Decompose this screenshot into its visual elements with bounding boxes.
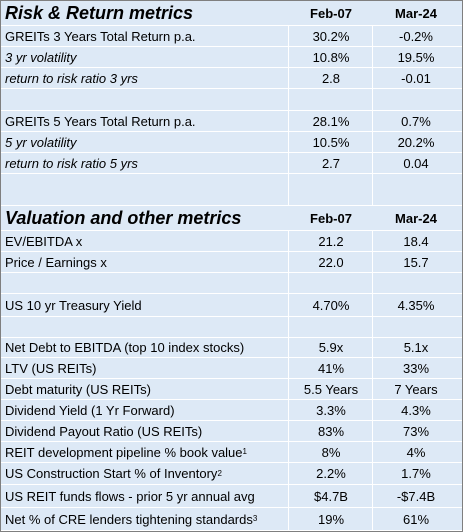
table-row: REIT development pipeline % book value 1 … bbox=[1, 442, 462, 463]
row-value-feb: 8% bbox=[321, 444, 341, 460]
table-row: Dividend Payout Ratio (US REITs) 83% 73% bbox=[1, 421, 462, 442]
row-value-feb: 28.1% bbox=[312, 113, 350, 129]
row-value-mar: 5.1x bbox=[403, 340, 429, 355]
row-label: Dividend Payout Ratio (US REITs) bbox=[5, 423, 203, 439]
risk-col-feb: Feb-07 bbox=[310, 5, 352, 21]
blank-row bbox=[1, 317, 462, 338]
table-row: US Construction Start % of Inventory 2 2.… bbox=[1, 463, 462, 485]
row-label: US REIT funds flows - prior 5 yr annual … bbox=[5, 488, 255, 504]
table-row: Debt maturity (US REITs) 5.5 Years 7 Yea… bbox=[1, 379, 462, 400]
risk-section-title: Risk & Return metrics bbox=[5, 2, 194, 23]
row-label: US Construction Start % of Inventory 2 bbox=[5, 466, 222, 481]
blank-row bbox=[1, 89, 462, 111]
row-label: EV/EBITDA x bbox=[5, 233, 83, 249]
row-value-feb: 41% bbox=[317, 360, 345, 376]
row-value-mar: -0.01 bbox=[401, 70, 431, 86]
row-label-text: Net % of CRE lenders tightening standard… bbox=[5, 511, 253, 527]
row-value-feb: 2.2% bbox=[316, 466, 346, 481]
row-value-feb: $4.7B bbox=[314, 488, 348, 504]
row-label: Price / Earnings x bbox=[5, 254, 107, 270]
table-row: US 10 yr Treasury Yield 4.70% 4.35% bbox=[1, 294, 462, 317]
row-label: Net % of CRE lenders tightening standard… bbox=[5, 511, 258, 527]
row-label: REIT development pipeline % book value 1 bbox=[5, 444, 247, 460]
row-label: Net Debt to EBITDA (top 10 index stocks) bbox=[5, 340, 245, 355]
row-label: GREITs 5 Years Total Return p.a. bbox=[5, 113, 196, 129]
row-label: return to risk ratio 3 yrs bbox=[5, 70, 138, 86]
table-row: EV/EBITDA x 21.2 18.4 bbox=[1, 231, 462, 252]
row-value-mar: 4.35% bbox=[397, 297, 435, 313]
row-label: GREITs 3 Years Total Return p.a. bbox=[5, 28, 196, 44]
row-value-feb: 4.70% bbox=[312, 297, 350, 313]
valuation-col-feb: Feb-07 bbox=[310, 210, 352, 226]
table-row: return to risk ratio 3 yrs 2.8 -0.01 bbox=[1, 68, 462, 89]
table-row: US REIT funds flows - prior 5 yr annual … bbox=[1, 485, 462, 508]
table-row: 3 yr volatility 10.8% 19.5% bbox=[1, 47, 462, 68]
table-row: LTV (US REITs) 41% 33% bbox=[1, 358, 462, 379]
row-value-mar: 33% bbox=[402, 360, 430, 376]
row-value-feb: 5.9x bbox=[318, 340, 344, 355]
row-value-feb: 2.8 bbox=[321, 70, 341, 86]
row-value-mar: 15.7 bbox=[403, 254, 429, 270]
risk-header-row: Risk & Return metrics Feb-07 Mar-24 bbox=[1, 1, 462, 26]
row-label-text: REIT development pipeline % book value bbox=[5, 444, 243, 460]
row-label: return to risk ratio 5 yrs bbox=[5, 155, 138, 171]
row-value-mar: 1.7% bbox=[401, 466, 431, 481]
table-row: Dividend Yield (1 Yr Forward) 3.3% 4.3% bbox=[1, 400, 462, 421]
row-value-mar: 4% bbox=[406, 444, 426, 460]
row-value-feb: 3.3% bbox=[316, 402, 346, 418]
risk-col-mar: Mar-24 bbox=[395, 5, 437, 21]
row-label: 5 yr volatility bbox=[5, 134, 77, 150]
row-value-feb: 10.8% bbox=[312, 49, 350, 65]
row-value-mar: 18.4 bbox=[403, 233, 429, 249]
row-label: US 10 yr Treasury Yield bbox=[5, 297, 142, 313]
row-value-feb: 83% bbox=[317, 423, 345, 439]
table-row: Net Debt to EBITDA (top 10 index stocks)… bbox=[1, 338, 462, 358]
row-value-mar: -0.2% bbox=[399, 28, 433, 44]
row-label: Debt maturity (US REITs) bbox=[5, 381, 151, 397]
row-value-feb: 10.5% bbox=[312, 134, 350, 150]
table-row: GREITs 5 Years Total Return p.a. 28.1% 0… bbox=[1, 111, 462, 132]
row-value-mar: 0.7% bbox=[401, 113, 431, 129]
row-value-feb: 2.7 bbox=[321, 155, 341, 171]
blank-row bbox=[1, 174, 462, 206]
row-value-mar: 73% bbox=[402, 423, 430, 439]
valuation-section-title: Valuation and other metrics bbox=[5, 207, 242, 228]
row-value-mar: -$7.4B bbox=[396, 488, 436, 504]
row-value-mar: 0.04 bbox=[403, 155, 429, 171]
row-value-mar: 19.5% bbox=[397, 49, 435, 65]
table-row: 5 yr volatility 10.5% 20.2% bbox=[1, 132, 462, 153]
blank-row bbox=[1, 273, 462, 294]
row-value-mar: 4.3% bbox=[401, 402, 431, 418]
row-label-text: US Construction Start % of Inventory bbox=[5, 466, 218, 481]
row-value-feb: 30.2% bbox=[312, 28, 350, 44]
row-value-mar: 7 Years bbox=[394, 381, 438, 397]
valuation-header-row: Valuation and other metrics Feb-07 Mar-2… bbox=[1, 206, 462, 231]
row-value-feb: 5.5 Years bbox=[303, 381, 359, 397]
row-value-mar: 20.2% bbox=[397, 134, 435, 150]
table-row: GREITs 3 Years Total Return p.a. 30.2% -… bbox=[1, 26, 462, 47]
row-value-mar: 61% bbox=[402, 511, 430, 527]
table-row: return to risk ratio 5 yrs 2.7 0.04 bbox=[1, 153, 462, 174]
table-row: Price / Earnings x 22.0 15.7 bbox=[1, 252, 462, 273]
table-row: Net % of CRE lenders tightening standard… bbox=[1, 508, 462, 531]
row-label: Dividend Yield (1 Yr Forward) bbox=[5, 402, 175, 418]
row-value-feb: 22.0 bbox=[318, 254, 344, 270]
row-label: LTV (US REITs) bbox=[5, 360, 97, 376]
row-value-feb: 21.2 bbox=[318, 233, 344, 249]
row-label: 3 yr volatility bbox=[5, 49, 77, 65]
valuation-col-mar: Mar-24 bbox=[395, 210, 437, 226]
row-value-feb: 19% bbox=[317, 511, 345, 527]
